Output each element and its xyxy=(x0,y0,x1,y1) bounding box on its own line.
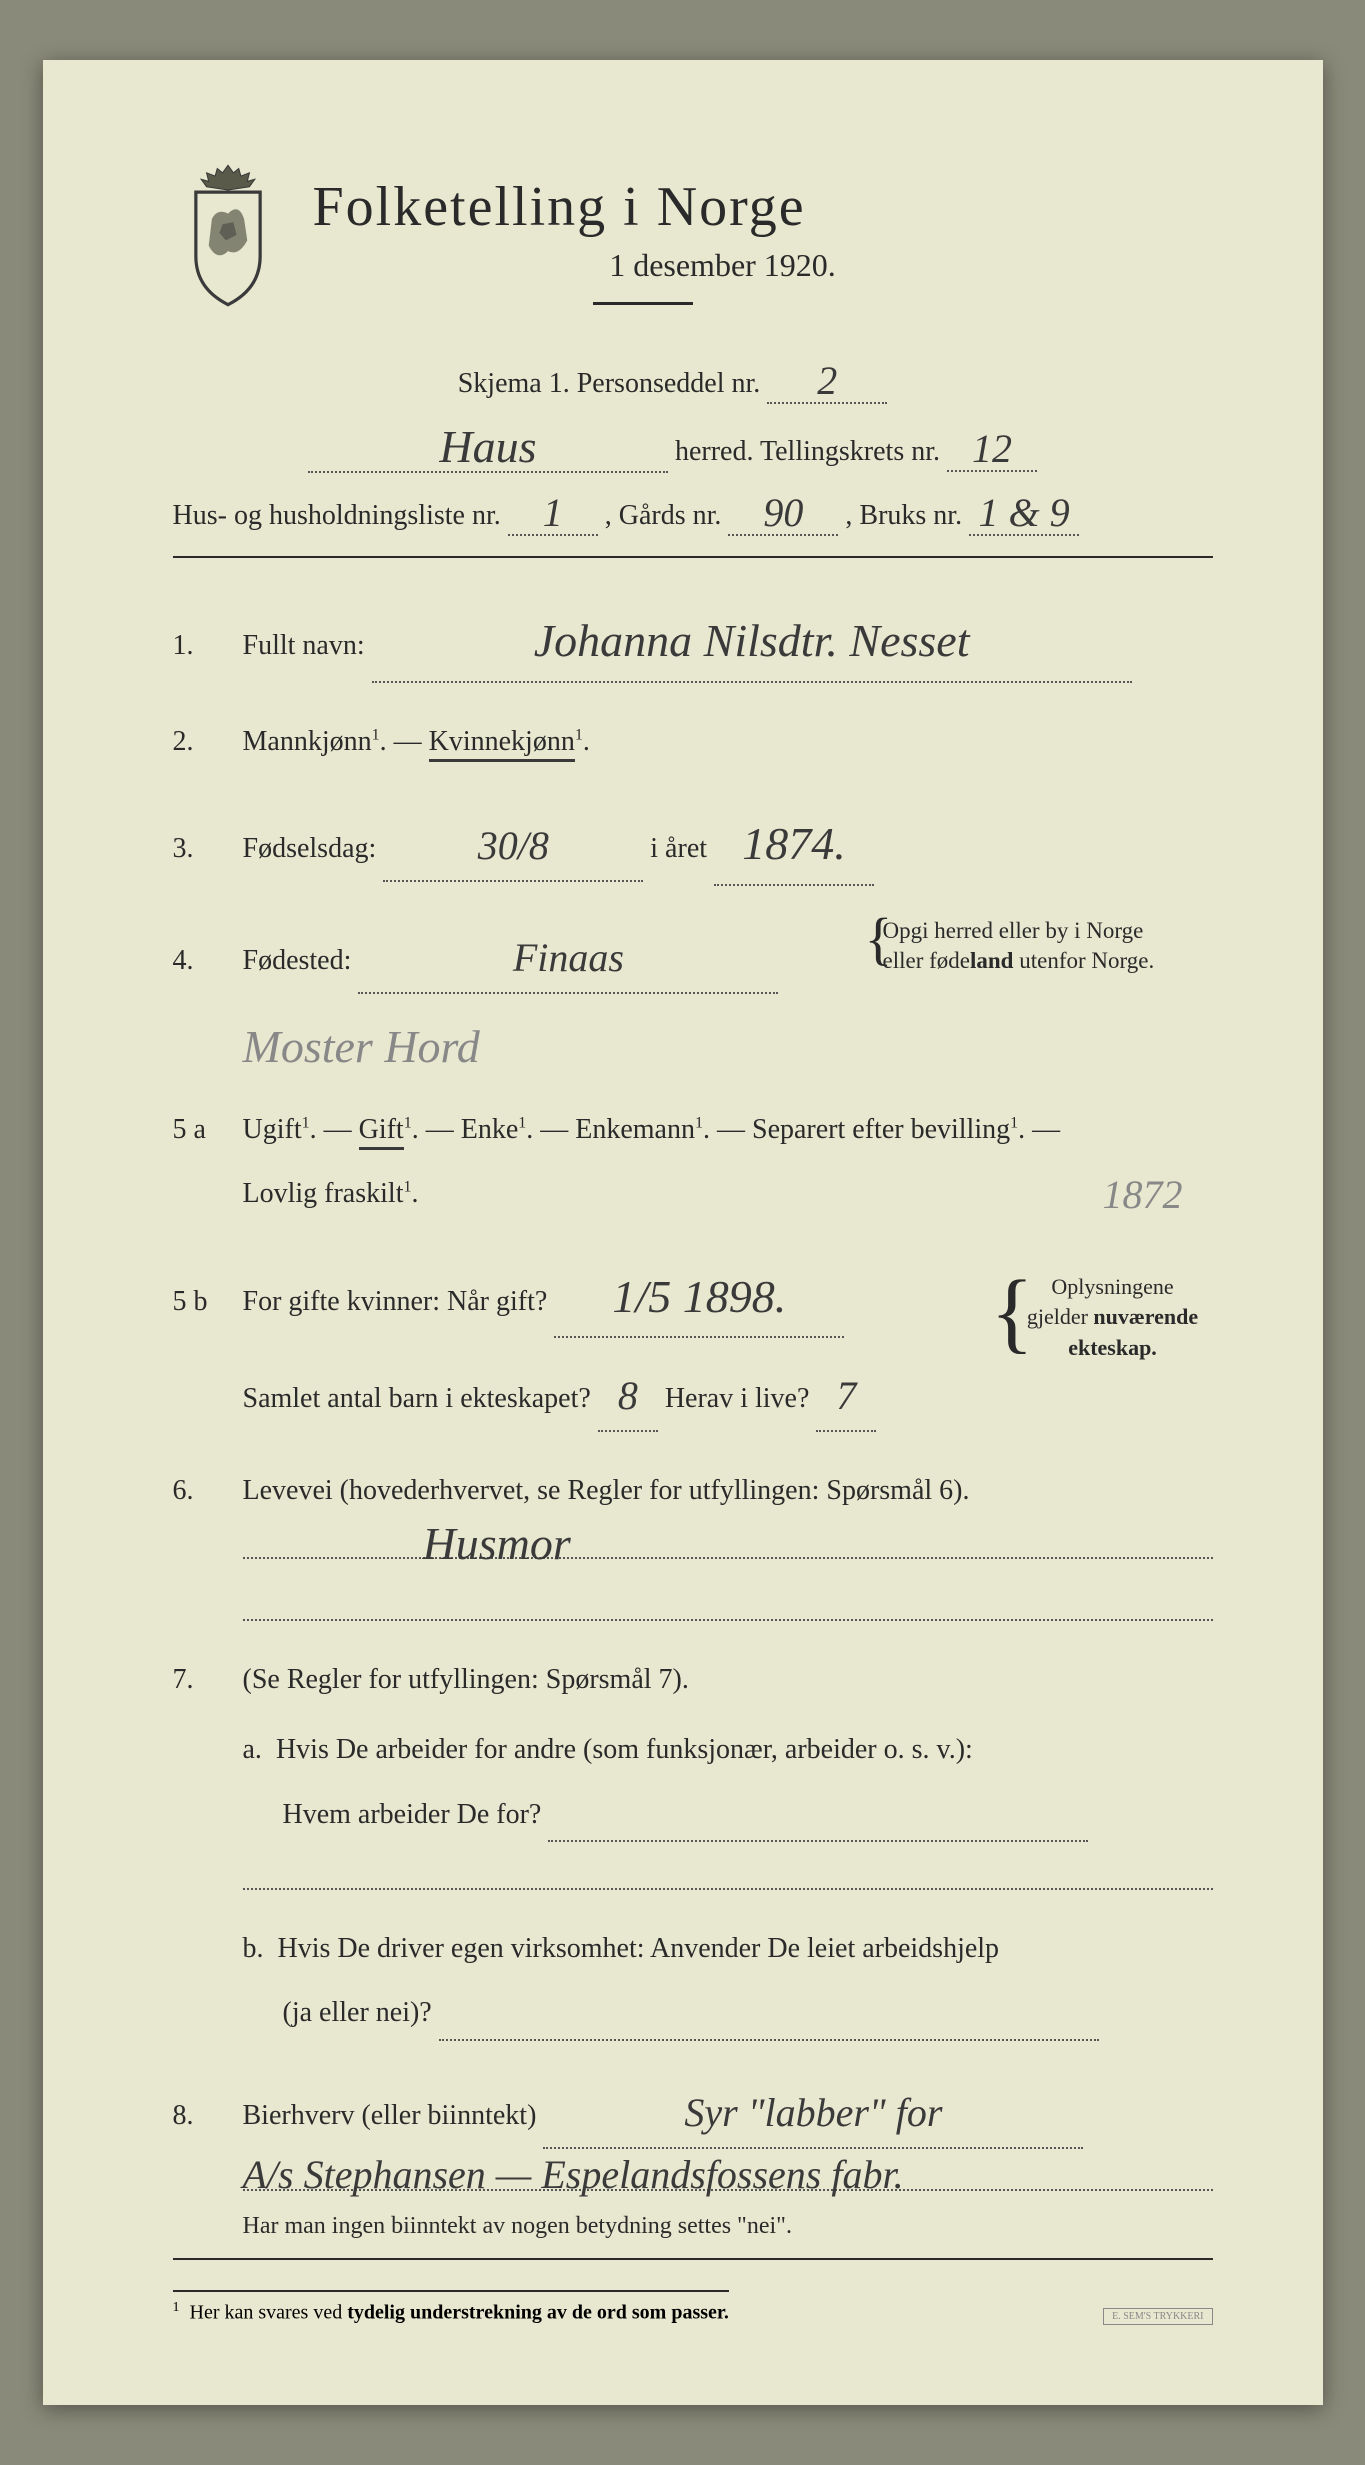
q6-blank-line xyxy=(243,1593,1213,1621)
personseddel-nr: 2 xyxy=(817,358,837,403)
q7a-blank xyxy=(243,1862,1213,1890)
q1-value: Johanna Nilsdtr. Nesset xyxy=(534,615,970,666)
printer-stamp: E. SEM'S TRYKKERI xyxy=(1103,2308,1212,2325)
bruks-label: , Bruks nr. xyxy=(845,500,962,531)
q4-annotation-row: Moster Hord xyxy=(173,1004,1213,1087)
q7a: a. Hvis De arbeider for andre (som funks… xyxy=(173,1725,1213,1775)
coat-of-arms-icon xyxy=(173,160,283,310)
q-num-3: 3. xyxy=(173,833,243,865)
q2: 2. Mannkjønn1. — Kvinnekjønn1. xyxy=(173,717,1213,767)
q4-annotation: Moster Hord xyxy=(243,1021,480,1072)
q5b-label1: For gifte kvinner: Når gift? xyxy=(243,1286,548,1317)
bruks-nr: 1 & 9 xyxy=(979,490,1070,535)
q5a-opt4: Enkemann xyxy=(575,1114,695,1145)
q7b-line2: (ja eller nei)? xyxy=(173,1988,1213,2040)
q1-label: Fullt navn: xyxy=(243,630,365,661)
q-num-6: 6. xyxy=(173,1475,243,1507)
bottom-rule xyxy=(173,2258,1213,2260)
title-block: Folketelling i Norge 1 desember 1920. xyxy=(313,160,1213,335)
q1: 1. Fullt navn: Johanna Nilsdtr. Nesset xyxy=(173,598,1213,683)
q7b-label: Hvis De driver egen virksomhet: Anvender… xyxy=(278,1933,1000,1964)
q2-opt2-selected: Kvinnekjønn xyxy=(429,726,575,762)
herred-label: herred. Tellingskrets nr. xyxy=(675,436,940,467)
q7-label: (Se Regler for utfyllingen: Spørsmål 7). xyxy=(243,1664,689,1695)
brace-icon: { xyxy=(865,922,893,957)
questions: 1. Fullt navn: Johanna Nilsdtr. Nesset 2… xyxy=(173,598,1213,2248)
brace-icon: { xyxy=(991,1290,1034,1335)
meta-skjema: Skjema 1. Personseddel nr. 2 xyxy=(133,355,1213,404)
subtitle: 1 desember 1920. xyxy=(233,247,1213,284)
q8-label: Bierhverv (eller biinntekt) xyxy=(243,2100,537,2131)
gards-label: , Gårds nr. xyxy=(605,500,722,531)
q-num-7: 7. xyxy=(173,1664,243,1696)
q5b-sidenote: { Oplysningene gjelder nuværende ekteska… xyxy=(1013,1272,1213,1364)
q4: 4. Fødested: Finaas { Opgi herred eller … xyxy=(173,920,1213,994)
q8-line2: A/s Stephansen — Espelandsfossens fabr. xyxy=(243,2163,1213,2191)
q5a-opt2: Gift xyxy=(359,1114,404,1150)
q6-label: Levevei (hovederhvervet, se Regler for u… xyxy=(243,1475,970,1506)
husliste-nr: 1 xyxy=(543,490,563,535)
meta-herred: Haus herred. Tellingskrets nr. 12 xyxy=(133,418,1213,473)
header: Folketelling i Norge 1 desember 1920. xyxy=(173,160,1213,335)
q8: 8. Bierhverv (eller biinntekt) Syr "labb… xyxy=(173,2075,1213,2149)
q4-label: Fødested: xyxy=(243,945,352,976)
title-divider xyxy=(593,302,693,305)
census-form-page: Folketelling i Norge 1 desember 1920. Sk… xyxy=(43,60,1323,2405)
q5a-opt3: Enke xyxy=(461,1114,519,1145)
section-divider xyxy=(173,556,1213,558)
q-num-5a: 5 a xyxy=(173,1114,243,1146)
herred-name: Haus xyxy=(439,421,536,472)
q6-answer-line: Husmor xyxy=(243,1531,1213,1559)
q3-label: Fødselsdag: xyxy=(243,833,377,864)
q-num-4: 4. xyxy=(173,945,243,977)
q5b-label3: Herav i live? xyxy=(665,1383,810,1414)
q5b-line1: 5 b For gifte kvinner: Når gift? 1/5 189… xyxy=(173,1254,1213,1339)
q7a-line2: Hvem arbeider De for? xyxy=(173,1790,1213,1842)
husliste-label: Hus- og husholdningsliste nr. xyxy=(173,500,501,531)
main-title: Folketelling i Norge xyxy=(313,175,1213,239)
q3-year-label: i året xyxy=(650,833,707,864)
q5a-opt5: Separert efter bevilling xyxy=(752,1114,1010,1145)
q7a-label: Hvis De arbeider for andre (som funksjon… xyxy=(276,1734,973,1765)
q6: 6. Levevei (hovederhvervet, se Regler fo… xyxy=(173,1466,1213,1516)
q5a-line2: Lovlig fraskilt1. 1872 xyxy=(173,1169,1213,1219)
q5b-marginal: 1872 xyxy=(1103,1159,1183,1231)
q5a-opt1: Ugift xyxy=(243,1114,302,1145)
q5b-giftdate: 1/5 1898. xyxy=(612,1271,786,1322)
footnote: 1 Her kan svares ved tydelig understrekn… xyxy=(173,2290,729,2325)
q5a: 5 a Ugift1. — Gift1. — Enke1. — Enkemann… xyxy=(173,1105,1213,1155)
q-num-1: 1. xyxy=(173,630,243,662)
q8-value2: A/s Stephansen — Espelandsfossens fabr. xyxy=(243,2151,904,2198)
q5b-line2: Samlet antal barn i ekteskapet? 8 Herav … xyxy=(173,1358,1213,1432)
q7b-label2: (ja eller nei)? xyxy=(283,1997,432,2028)
q5b-label2: Samlet antal barn i ekteskapet? xyxy=(243,1383,591,1414)
q4-value: Finaas xyxy=(513,935,624,980)
q7b: b. Hvis De driver egen virksomhet: Anven… xyxy=(173,1924,1213,1974)
q3-year: 1874. xyxy=(742,818,846,869)
q5b-barn-total: 8 xyxy=(618,1373,638,1418)
tellingskrets-nr: 12 xyxy=(972,426,1012,471)
q5a-opt6: Lovlig fraskilt xyxy=(243,1178,404,1209)
q8-footer: Har man ingen biinntekt av nogen betydni… xyxy=(173,2205,1213,2248)
q3: 3. Fødselsdag: 30/8 i året 1874. xyxy=(173,801,1213,886)
q3-day: 30/8 xyxy=(478,823,549,868)
gards-nr: 90 xyxy=(763,490,803,535)
q7: 7. (Se Regler for utfyllingen: Spørsmål … xyxy=(173,1655,1213,1705)
q8-value1: Syr "labber" for xyxy=(684,2090,942,2135)
q-num-5b: 5 b xyxy=(173,1286,243,1318)
skjema-label: Skjema 1. Personseddel nr. xyxy=(458,368,761,399)
q2-opt1: Mannkjønn xyxy=(243,726,372,757)
q-num-2: 2. xyxy=(173,726,243,758)
q-num-8: 8. xyxy=(173,2100,243,2132)
q6-value: Husmor xyxy=(423,1517,571,1570)
q5b-barn-live: 7 xyxy=(836,1373,856,1418)
meta-hus: Hus- og husholdningsliste nr. 1 , Gårds … xyxy=(173,487,1213,536)
q4-sidenote: { Opgi herred eller by i Norge eller fød… xyxy=(883,916,1213,976)
q7a-label2: Hvem arbeider De for? xyxy=(283,1799,542,1830)
